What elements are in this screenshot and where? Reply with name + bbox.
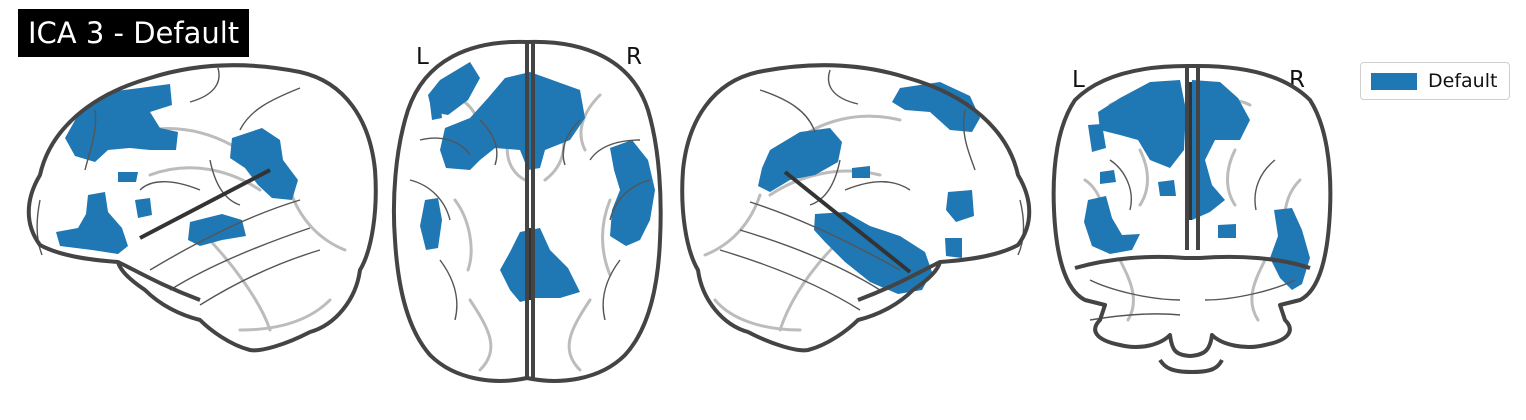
activation-blob (852, 166, 870, 178)
activation-blob (500, 228, 580, 302)
sagittal-left-view (26, 63, 378, 353)
axial-left-label: L (416, 44, 429, 70)
activation-blob (188, 214, 246, 246)
legend-swatch (1371, 72, 1417, 90)
activation-blob (430, 100, 442, 120)
activation-blob (1270, 208, 1310, 290)
coronal-left-label: L (1072, 67, 1085, 93)
activation-blob (1098, 80, 1186, 168)
activation-blob (440, 72, 585, 170)
figure-title: ICA 3 - Default (18, 9, 250, 57)
activation-blob (428, 62, 480, 115)
activation-blob (945, 238, 962, 258)
activation-blob (610, 140, 655, 246)
legend-label: Default (1428, 70, 1498, 92)
activation-blob (230, 128, 298, 200)
coronal-view (1051, 64, 1333, 374)
sagittal-right-view (680, 63, 1032, 353)
activation-blob (1158, 180, 1176, 196)
activation-blob (1100, 170, 1116, 184)
activation-blob (420, 198, 442, 250)
activation-blob (135, 198, 152, 218)
activation-blob (946, 190, 974, 222)
activation-blob (65, 84, 178, 162)
activation-blob (1186, 80, 1250, 220)
activation-blob (1084, 196, 1140, 254)
activation-blob (1218, 224, 1236, 238)
axial-view (391, 39, 663, 383)
activation-blob (1088, 124, 1106, 152)
activation-blob (118, 172, 138, 182)
activation-blob (56, 192, 128, 254)
activation-blob (758, 128, 842, 192)
activation-blob (892, 82, 980, 132)
axial-right-label: R (626, 44, 642, 70)
legend: Default (1360, 62, 1510, 100)
activation-blob (814, 212, 932, 294)
